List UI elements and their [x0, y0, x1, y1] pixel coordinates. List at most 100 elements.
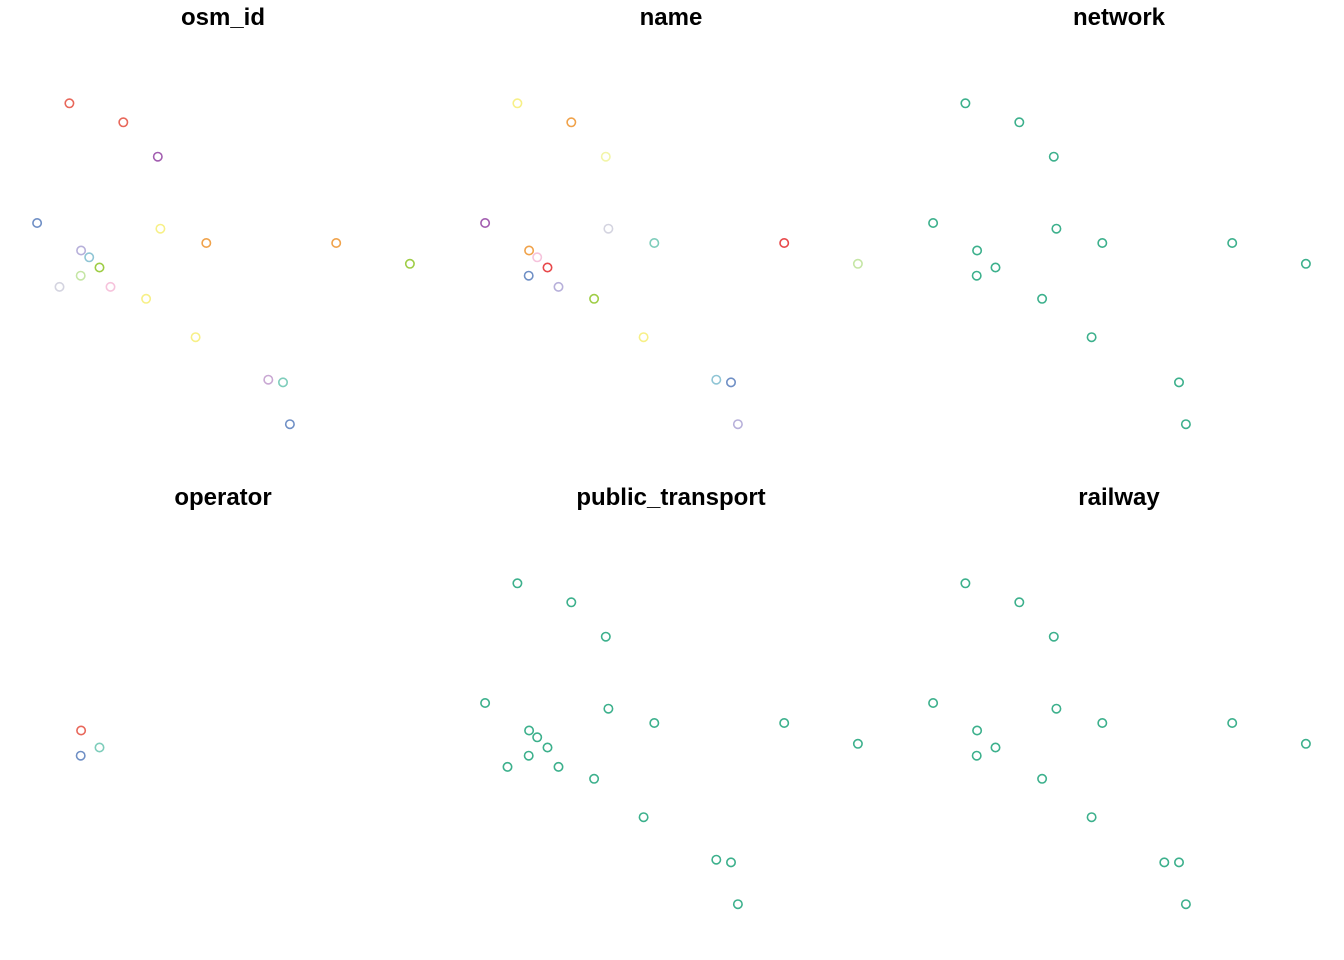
panel-title-osm-id: osm_id: [181, 4, 265, 31]
panel-name: name: [480, 4, 863, 430]
data-point: [1174, 857, 1185, 868]
data-point: [990, 262, 1001, 273]
panel-network: network: [928, 4, 1311, 430]
data-point: [532, 252, 543, 263]
data-point: [1097, 717, 1108, 728]
panel-title-public-transport: public_transport: [576, 484, 765, 511]
data-point: [1180, 899, 1191, 910]
data-point: [118, 117, 129, 128]
panel-title-operator: operator: [174, 484, 271, 511]
data-point: [972, 245, 983, 256]
panel-points: [480, 98, 863, 430]
panel-public-transport: public_transport: [480, 484, 863, 910]
data-point: [524, 725, 535, 736]
panel-title-railway: railway: [1078, 484, 1160, 511]
data-point: [54, 281, 65, 292]
data-point: [331, 238, 342, 249]
data-point: [284, 419, 295, 430]
data-point: [589, 293, 600, 304]
data-point: [600, 151, 611, 162]
data-point: [1014, 597, 1025, 608]
data-point: [1086, 332, 1097, 343]
data-point: [566, 597, 577, 608]
data-point: [553, 281, 564, 292]
data-point: [1174, 377, 1185, 388]
data-point: [1014, 117, 1025, 128]
data-point: [732, 419, 743, 430]
data-point: [512, 578, 523, 589]
data-point: [523, 270, 534, 281]
data-point: [277, 377, 288, 388]
data-point: [201, 238, 212, 249]
data-point: [732, 899, 743, 910]
data-point: [1048, 631, 1059, 642]
data-point: [928, 218, 939, 229]
panel-railway: railway: [928, 484, 1311, 910]
data-point: [971, 750, 982, 761]
data-point: [852, 258, 863, 269]
data-point: [649, 717, 660, 728]
data-point: [94, 262, 105, 273]
panel-osm-id: osm_id: [32, 4, 415, 430]
data-point: [990, 742, 1001, 753]
data-point: [524, 245, 535, 256]
data-point: [190, 332, 201, 343]
data-point: [960, 578, 971, 589]
data-point: [75, 270, 86, 281]
data-point: [603, 703, 614, 714]
data-point: [263, 374, 274, 385]
data-point: [1180, 419, 1191, 430]
data-point: [649, 238, 660, 249]
data-point: [1159, 857, 1170, 868]
data-point: [152, 151, 163, 162]
data-point: [84, 252, 95, 263]
data-point: [64, 98, 75, 109]
data-point: [589, 773, 600, 784]
data-point: [512, 98, 523, 109]
data-point: [1300, 738, 1311, 749]
data-point: [603, 223, 614, 234]
data-point: [76, 725, 87, 736]
data-point: [711, 374, 722, 385]
panel-points: [32, 98, 415, 430]
data-point: [1037, 293, 1048, 304]
data-point: [779, 717, 790, 728]
data-point: [502, 761, 513, 772]
data-point: [725, 857, 736, 868]
data-point: [1051, 223, 1062, 234]
data-point: [1048, 151, 1059, 162]
data-point: [960, 98, 971, 109]
panel-points: [928, 578, 1311, 910]
data-point: [566, 117, 577, 128]
data-point: [600, 631, 611, 642]
data-point: [532, 732, 543, 743]
data-point: [141, 293, 152, 304]
panel-points: [480, 578, 863, 910]
data-point: [94, 742, 105, 753]
data-point: [75, 750, 86, 761]
data-point: [32, 218, 43, 229]
panel-title-name: name: [640, 4, 703, 31]
data-point: [480, 697, 491, 708]
data-point: [972, 725, 983, 736]
panel-points: [75, 725, 105, 761]
data-point: [523, 750, 534, 761]
data-point: [1051, 703, 1062, 714]
data-point: [928, 697, 939, 708]
data-point: [76, 245, 87, 256]
data-point: [779, 238, 790, 249]
data-point: [852, 738, 863, 749]
data-point: [155, 223, 166, 234]
data-point: [1086, 812, 1097, 823]
data-point: [480, 218, 491, 229]
data-point: [1227, 717, 1238, 728]
data-point: [404, 258, 415, 269]
data-point: [725, 377, 736, 388]
data-point: [638, 332, 649, 343]
panel-operator: operator: [75, 484, 272, 761]
data-point: [1037, 773, 1048, 784]
data-point: [105, 281, 116, 292]
panel-title-network: network: [1073, 4, 1166, 31]
data-point: [638, 812, 649, 823]
